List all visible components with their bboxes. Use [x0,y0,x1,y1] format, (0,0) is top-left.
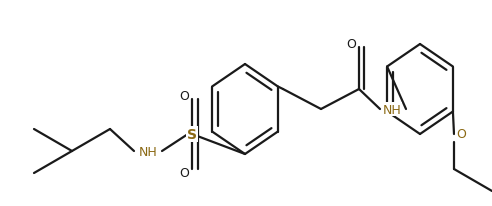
Text: O: O [179,89,189,102]
Text: NH: NH [139,145,157,158]
Text: O: O [456,128,466,141]
Text: NH: NH [383,103,401,116]
Text: S: S [187,127,197,141]
Text: O: O [346,37,356,50]
Text: O: O [179,167,189,180]
